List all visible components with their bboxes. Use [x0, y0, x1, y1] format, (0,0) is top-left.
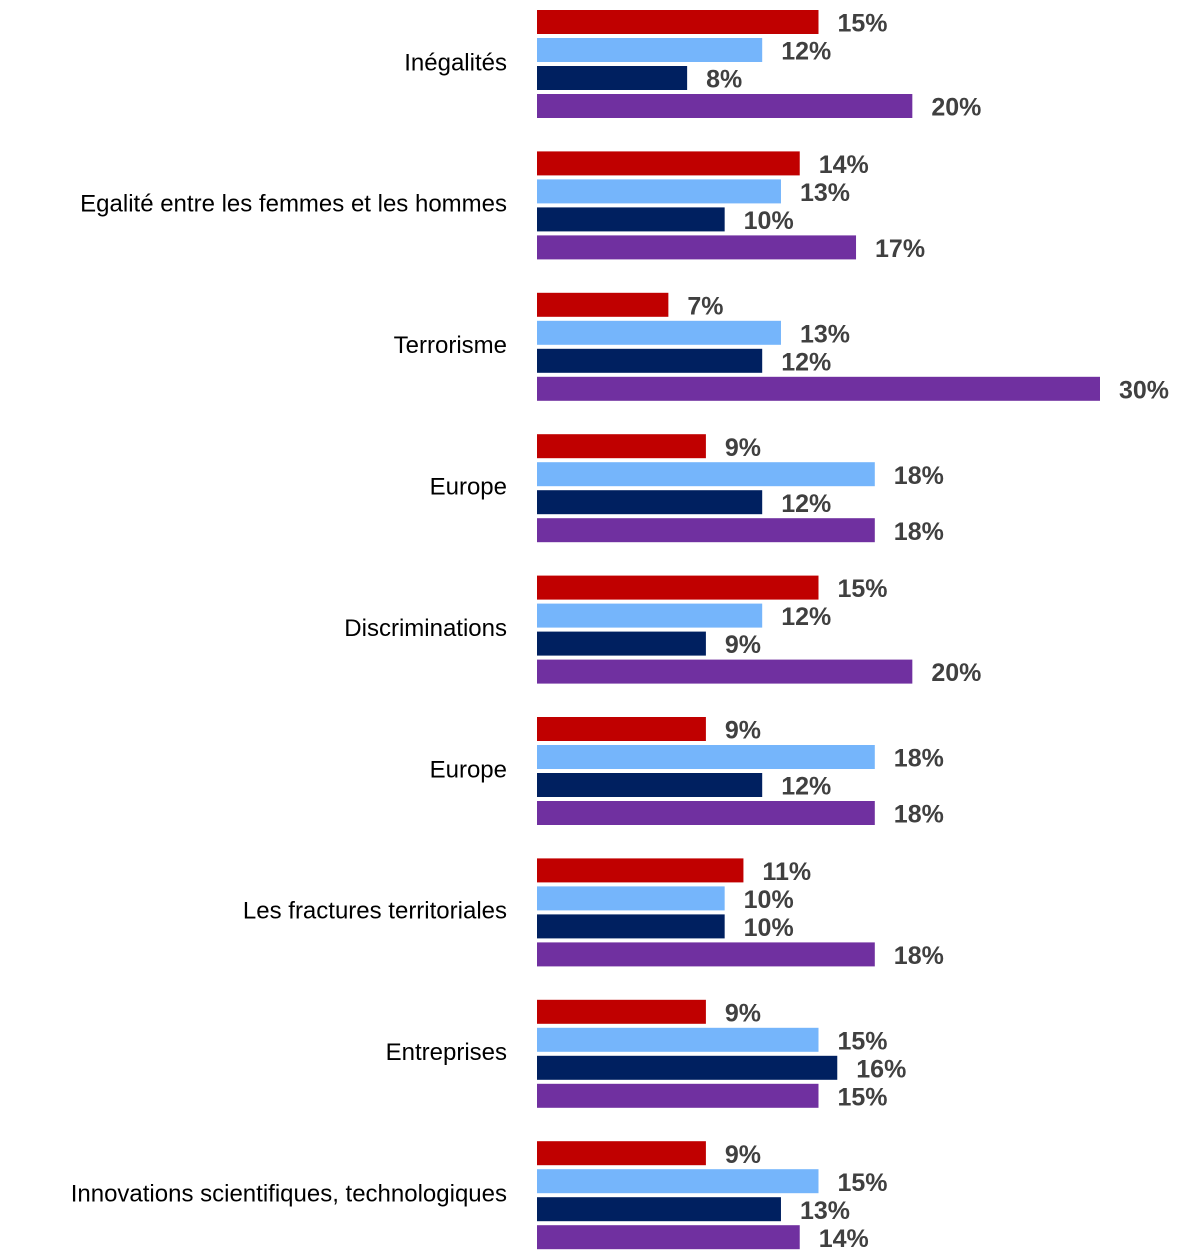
bar [537, 773, 763, 797]
value-label: 9% [725, 999, 761, 1027]
value-label: 30% [1119, 376, 1169, 404]
bar [537, 1027, 819, 1052]
category-label: Innovations scientifiques, technologique… [71, 1181, 507, 1208]
value-label: 12% [781, 490, 831, 518]
bar [537, 886, 725, 911]
value-label: 18% [894, 462, 944, 490]
bar [537, 745, 875, 769]
value-label: 15% [838, 1083, 888, 1111]
value-label: 20% [931, 659, 981, 687]
value-label: 18% [894, 942, 944, 970]
bar [537, 179, 781, 204]
value-label: 12% [781, 773, 831, 801]
value-label: 13% [800, 179, 850, 207]
bar [537, 490, 763, 515]
value-label: 9% [725, 434, 761, 462]
bar [537, 207, 725, 232]
value-label: 9% [725, 1141, 761, 1169]
category-label: Europe [430, 474, 507, 501]
value-label: 14% [819, 151, 869, 179]
bar [537, 1141, 706, 1166]
bar [537, 434, 706, 459]
value-label: 11% [762, 858, 811, 886]
bar [537, 94, 913, 118]
bar [537, 942, 875, 967]
bar [537, 235, 857, 260]
bar [537, 1225, 800, 1250]
bar [537, 801, 875, 825]
bar [537, 858, 744, 883]
bar [537, 603, 763, 628]
value-label: 12% [781, 348, 831, 376]
bar [537, 1083, 819, 1108]
bar [537, 10, 819, 34]
value-label: 12% [781, 603, 831, 631]
bar [537, 631, 706, 656]
category-label: Europe [430, 756, 507, 783]
value-label: 15% [838, 10, 888, 38]
value-label: 10% [744, 914, 794, 942]
value-label: 13% [800, 1197, 850, 1225]
bar [537, 320, 781, 345]
value-label: 14% [819, 1225, 869, 1250]
value-label: 15% [838, 1169, 888, 1197]
value-label: 9% [725, 631, 761, 659]
value-label: 12% [781, 38, 831, 66]
value-label: 18% [894, 801, 944, 829]
value-label: 15% [838, 575, 888, 603]
category-label: Entreprises [386, 1039, 507, 1066]
value-label: 7% [687, 292, 723, 320]
bar [537, 38, 763, 62]
bar [537, 292, 669, 317]
value-label: 17% [875, 235, 925, 263]
bar [537, 575, 819, 600]
bar [537, 518, 875, 543]
value-label: 13% [800, 320, 850, 348]
bar [537, 1197, 781, 1222]
value-label: 8% [706, 66, 742, 94]
bar [537, 462, 875, 487]
bar [537, 717, 706, 741]
value-label: 10% [744, 886, 794, 914]
category-label: Les fractures territoriales [243, 898, 507, 925]
value-label: 20% [931, 94, 981, 122]
category-label: Egalité entre les femmes et les hommes [80, 191, 507, 218]
bar [537, 151, 800, 176]
value-label: 18% [894, 745, 944, 773]
bar [537, 1169, 819, 1194]
category-label: Discriminations [344, 615, 507, 642]
bar [537, 999, 706, 1024]
value-label: 16% [856, 1055, 906, 1083]
bar [537, 659, 913, 684]
category-label: Terrorisme [394, 332, 507, 359]
value-label: 15% [838, 1027, 888, 1055]
bar [537, 1055, 838, 1080]
bar [537, 66, 688, 90]
value-label: 18% [894, 518, 944, 546]
bar [537, 376, 1100, 401]
bar [537, 914, 725, 939]
category-label: Inégalités [404, 49, 507, 76]
value-label: 9% [725, 717, 761, 745]
bar [537, 348, 763, 373]
value-label: 10% [744, 207, 794, 235]
